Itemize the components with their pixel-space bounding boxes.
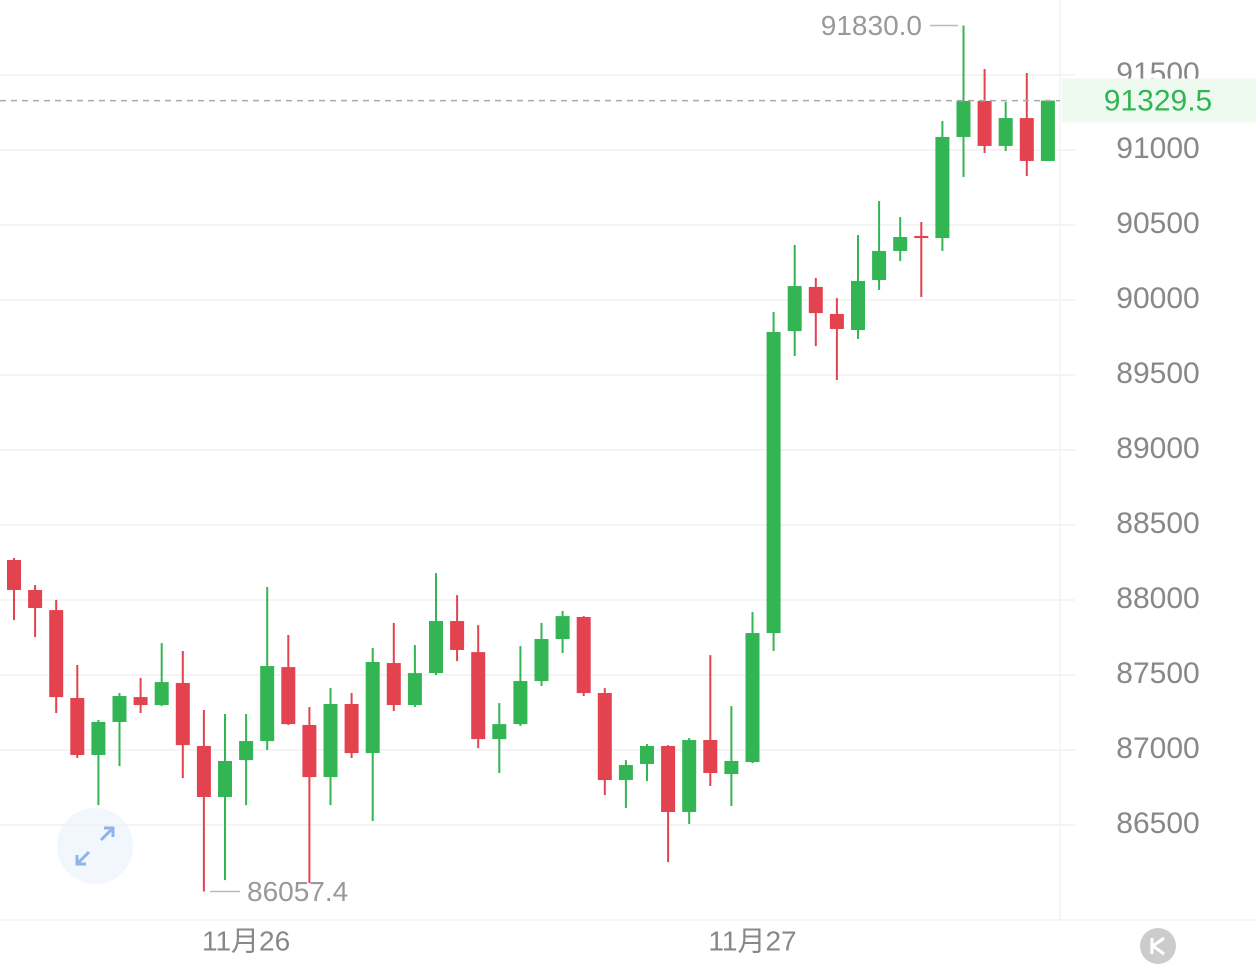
- candle-body: [956, 100, 971, 137]
- candle-body: [175, 682, 190, 746]
- candle-body: [260, 666, 275, 742]
- candle-body: [977, 100, 992, 146]
- candle-body: [281, 667, 296, 725]
- candle-body: [851, 280, 865, 331]
- candle-body: [724, 760, 739, 775]
- candle-body: [534, 639, 549, 682]
- candle-body: [1019, 118, 1034, 161]
- candle-body: [323, 703, 338, 778]
- candle-body: [429, 621, 443, 674]
- candle-body: [386, 663, 401, 706]
- candle-body: [1040, 100, 1055, 161]
- candle-body: [893, 237, 908, 251]
- candle-body: [450, 621, 465, 650]
- candle-body: [682, 739, 697, 812]
- y-tick-label: 90500: [1116, 207, 1199, 240]
- candle-body: [112, 696, 127, 722]
- candle-body: [766, 331, 781, 634]
- expand-bg: [57, 808, 133, 884]
- candle-body: [28, 589, 43, 608]
- candle-body: [218, 760, 232, 797]
- y-tick-label: 91000: [1116, 132, 1199, 165]
- candle-body: [513, 681, 528, 725]
- candle-body: [872, 250, 887, 281]
- candle-body: [302, 724, 317, 778]
- k-bg: [1140, 928, 1176, 964]
- candle-body: [829, 313, 844, 329]
- candle-body: [661, 745, 676, 812]
- y-tick-label: 89000: [1116, 432, 1199, 465]
- candle-body: [196, 745, 211, 797]
- candle-body: [808, 286, 823, 314]
- candle-body: [935, 136, 950, 239]
- candle-body: [703, 739, 718, 773]
- y-tick-label: 87500: [1116, 657, 1199, 690]
- candle-body: [492, 724, 507, 740]
- candle-body: [787, 286, 802, 332]
- candle-body: [597, 693, 612, 781]
- y-tick-label: 86500: [1116, 807, 1199, 840]
- min-label: 86057.4: [247, 876, 348, 907]
- candle-body: [133, 697, 148, 706]
- y-tick-label: 88000: [1116, 582, 1199, 615]
- candle-body: [49, 610, 64, 698]
- expand-icon: [75, 826, 115, 866]
- y-tick-label: 89500: [1116, 357, 1199, 390]
- candle-body: [471, 652, 486, 740]
- candle-body: [239, 741, 254, 761]
- k-icon: [1150, 936, 1165, 956]
- y-tick-label: 88500: [1116, 507, 1199, 540]
- candle-body: [70, 697, 85, 755]
- expand-button[interactable]: [57, 808, 133, 884]
- candle-body: [91, 721, 106, 755]
- candle-body: [154, 682, 169, 706]
- candle-body: [640, 745, 654, 764]
- k-button[interactable]: [1140, 928, 1176, 964]
- candle-body: [555, 616, 570, 640]
- candle-body: [618, 765, 633, 781]
- candle-body: [344, 703, 359, 754]
- x-tick-label: 11月26: [202, 925, 290, 956]
- y-tick-label: 90000: [1116, 282, 1199, 315]
- candle-body: [576, 616, 591, 694]
- candle-body: [365, 661, 380, 754]
- candle-body: [745, 633, 760, 763]
- x-tick-label: 11月27: [708, 925, 796, 956]
- candle-body: [998, 118, 1013, 146]
- max-label: 91830.0: [821, 10, 922, 41]
- candle-body: [7, 559, 21, 590]
- y-tick-label: 87000: [1116, 732, 1199, 765]
- candle-body: [914, 235, 929, 239]
- last-price-label: 91329.5: [1104, 85, 1212, 118]
- candle-body: [407, 673, 422, 706]
- last-price-bg: [1062, 78, 1256, 123]
